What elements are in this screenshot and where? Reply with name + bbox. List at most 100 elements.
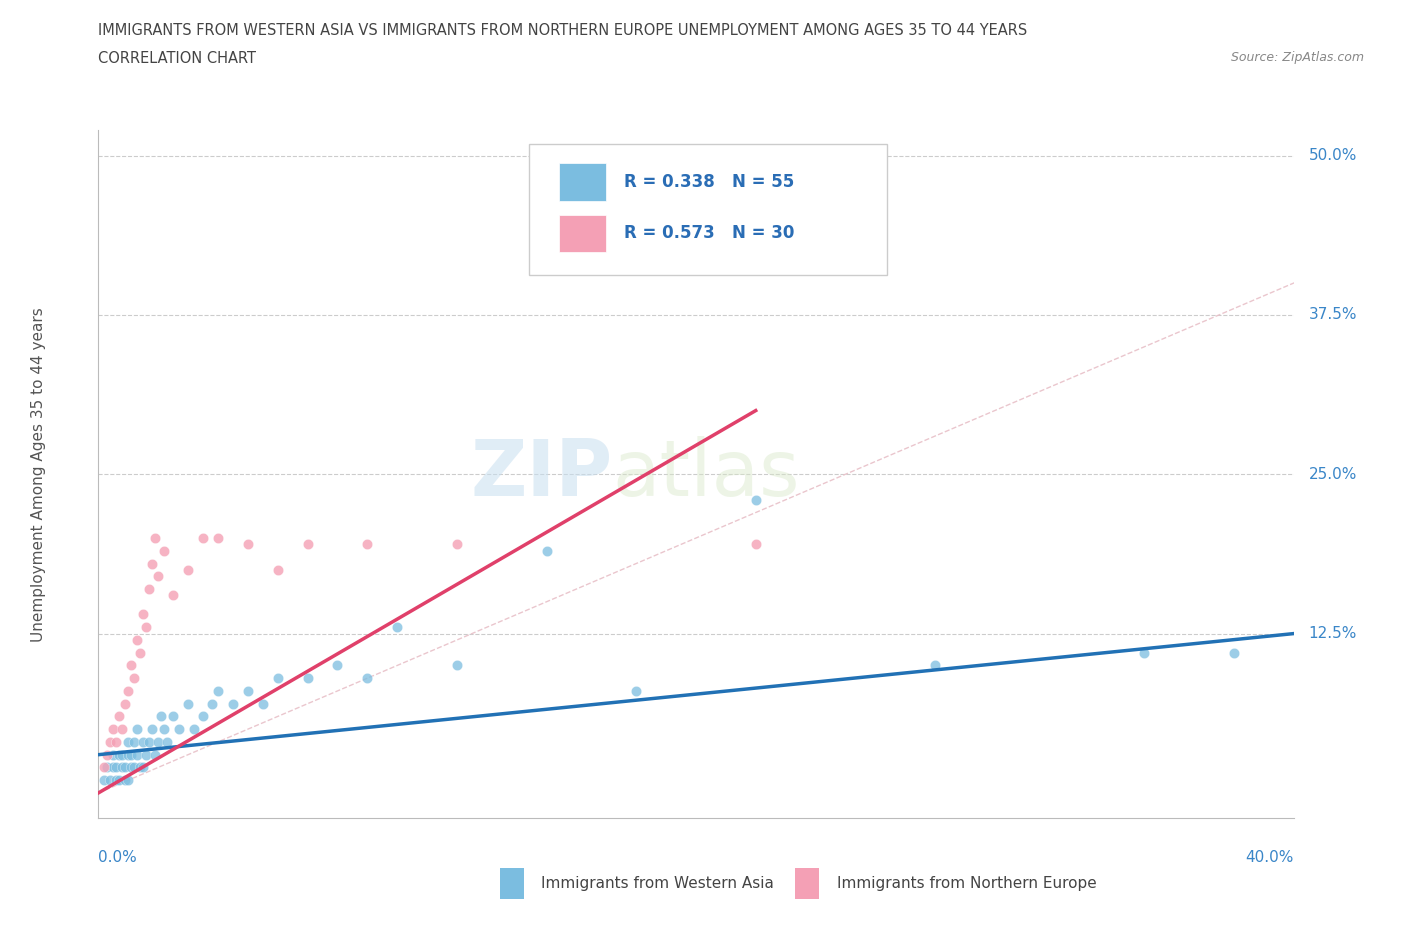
Point: [356, 671, 378, 685]
Text: 50.0%: 50.0%: [1309, 148, 1357, 163]
Point: [150, 709, 173, 724]
Point: [120, 747, 142, 762]
Point: [148, 569, 170, 584]
Point: [114, 697, 136, 711]
Point: [745, 492, 768, 507]
Text: Immigrants from Northern Europe: Immigrants from Northern Europe: [837, 876, 1097, 891]
Text: R = 0.573   N = 30: R = 0.573 N = 30: [624, 224, 794, 243]
Point: [624, 684, 647, 698]
Point: [138, 581, 160, 596]
Point: [141, 556, 163, 571]
Point: [385, 619, 409, 634]
Point: [153, 722, 176, 737]
FancyBboxPatch shape: [558, 163, 606, 201]
Point: [201, 697, 224, 711]
Text: Unemployment Among Ages 35 to 44 years: Unemployment Among Ages 35 to 44 years: [31, 307, 46, 642]
Point: [924, 658, 946, 673]
Point: [132, 760, 155, 775]
Point: [745, 537, 768, 551]
Point: [207, 684, 229, 698]
Point: [105, 735, 128, 750]
Point: [1223, 645, 1246, 660]
FancyBboxPatch shape: [529, 144, 887, 274]
Point: [132, 607, 155, 622]
Point: [114, 760, 136, 775]
Text: 12.5%: 12.5%: [1309, 626, 1357, 641]
Point: [135, 747, 157, 762]
Point: [153, 543, 176, 558]
Point: [191, 531, 214, 546]
Point: [162, 588, 184, 603]
Text: Source: ZipAtlas.com: Source: ZipAtlas.com: [1230, 51, 1364, 64]
Point: [111, 760, 134, 775]
Point: [177, 697, 200, 711]
Point: [222, 697, 245, 711]
Point: [98, 735, 122, 750]
Point: [108, 709, 131, 724]
Point: [120, 760, 142, 775]
Point: [111, 722, 134, 737]
Point: [267, 671, 290, 685]
Point: [356, 537, 378, 551]
Point: [108, 747, 131, 762]
Point: [138, 735, 160, 750]
Point: [177, 563, 200, 578]
Text: ZIP: ZIP: [470, 436, 612, 512]
Point: [135, 619, 157, 634]
Text: CORRELATION CHART: CORRELATION CHART: [98, 51, 256, 66]
Point: [267, 563, 290, 578]
Text: 25.0%: 25.0%: [1309, 467, 1357, 482]
Point: [127, 747, 149, 762]
Text: 0.0%: 0.0%: [98, 850, 138, 865]
Point: [129, 645, 152, 660]
Point: [117, 747, 139, 762]
Point: [93, 773, 115, 788]
Point: [236, 684, 259, 698]
Point: [297, 537, 319, 551]
Point: [132, 735, 155, 750]
Point: [183, 722, 205, 737]
FancyBboxPatch shape: [558, 215, 606, 252]
Point: [143, 747, 166, 762]
Point: [96, 747, 118, 762]
Point: [236, 537, 259, 551]
Point: [117, 735, 139, 750]
Point: [117, 684, 139, 698]
Point: [114, 773, 136, 788]
Point: [103, 747, 125, 762]
Text: IMMIGRANTS FROM WESTERN ASIA VS IMMIGRANTS FROM NORTHERN EUROPE UNEMPLOYMENT AMO: IMMIGRANTS FROM WESTERN ASIA VS IMMIGRAN…: [98, 23, 1028, 38]
Point: [103, 722, 125, 737]
Point: [536, 543, 558, 558]
Point: [120, 658, 142, 673]
Point: [446, 658, 468, 673]
Point: [207, 531, 229, 546]
Point: [108, 773, 131, 788]
Point: [117, 773, 139, 788]
Point: [167, 722, 190, 737]
Point: [129, 760, 152, 775]
Point: [446, 537, 468, 551]
Point: [124, 735, 146, 750]
Point: [98, 773, 122, 788]
Point: [141, 722, 163, 737]
Text: Immigrants from Western Asia: Immigrants from Western Asia: [541, 876, 775, 891]
Point: [124, 760, 146, 775]
Point: [124, 671, 146, 685]
Point: [96, 760, 118, 775]
Point: [127, 722, 149, 737]
Point: [111, 747, 134, 762]
Point: [93, 760, 115, 775]
Point: [1133, 645, 1156, 660]
Point: [105, 773, 128, 788]
Point: [105, 760, 128, 775]
Point: [148, 735, 170, 750]
Point: [143, 531, 166, 546]
Point: [162, 709, 184, 724]
Point: [297, 671, 319, 685]
Point: [252, 697, 274, 711]
Point: [127, 632, 149, 647]
Point: [156, 735, 179, 750]
Point: [103, 760, 125, 775]
Point: [326, 658, 349, 673]
Text: atlas: atlas: [612, 436, 800, 512]
